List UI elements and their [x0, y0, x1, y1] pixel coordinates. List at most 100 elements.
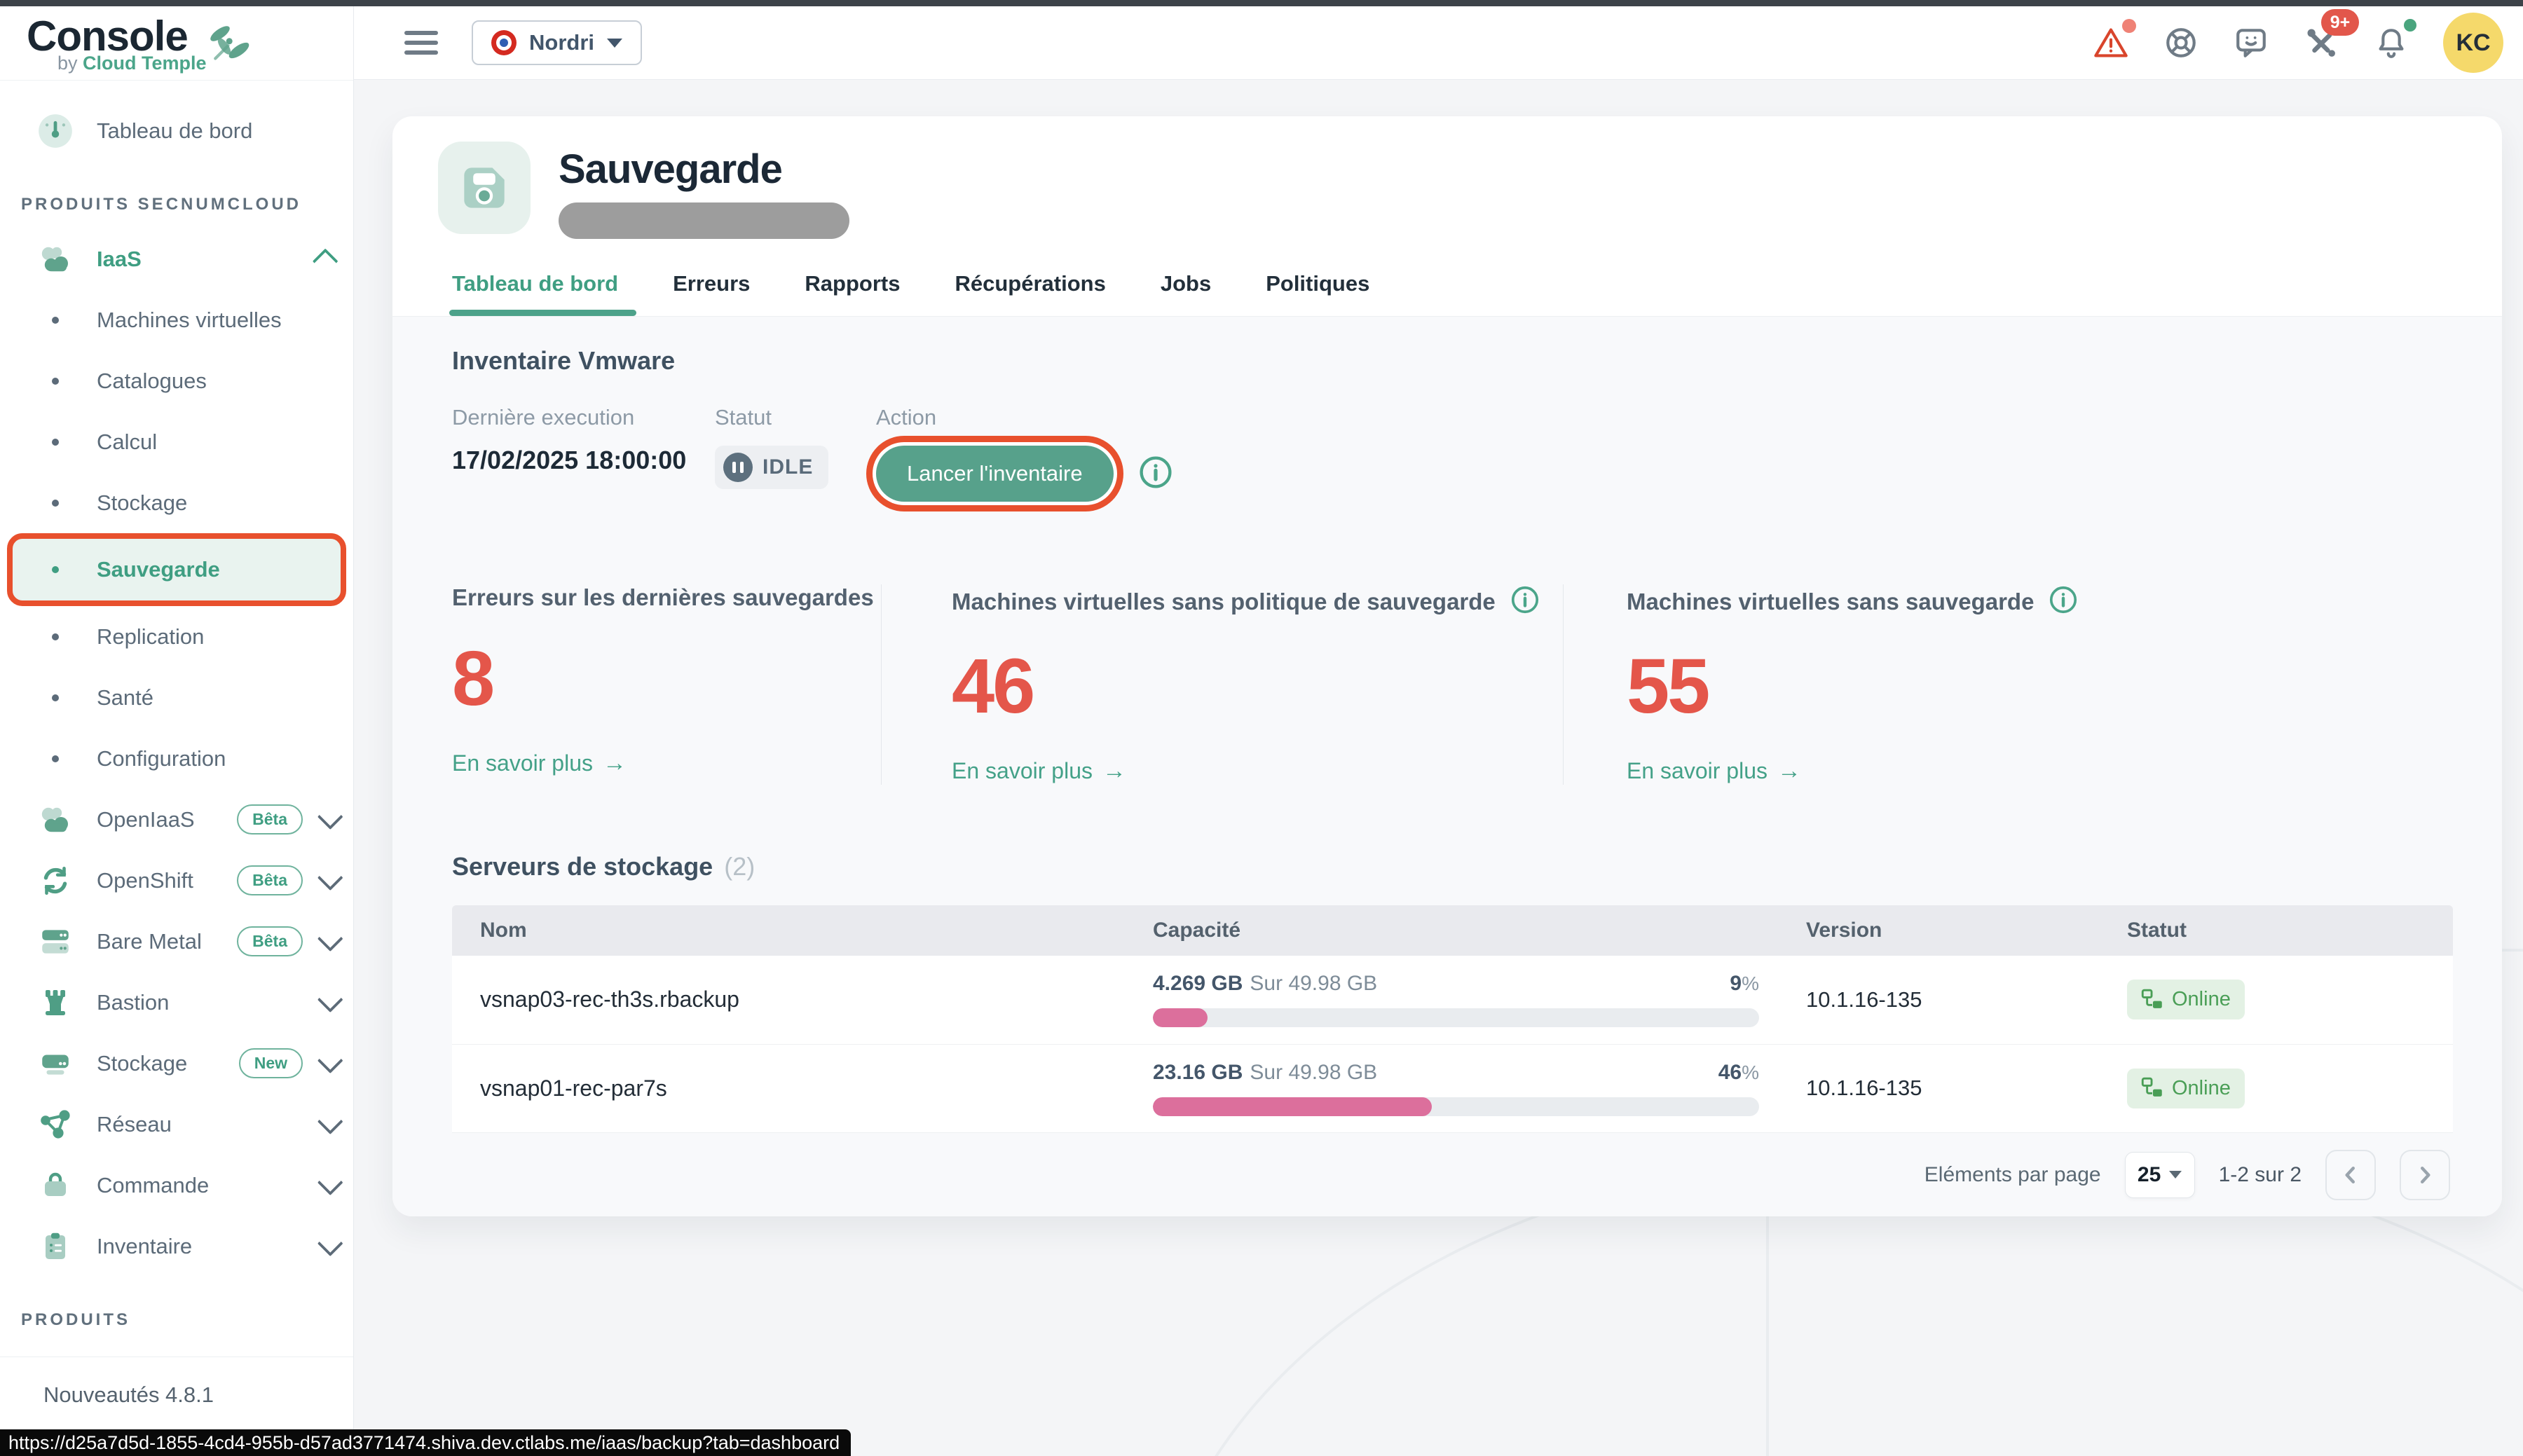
sidebar-item-stockage[interactable]: Stockage New	[7, 1033, 346, 1094]
learn-more-text: En savoir plus	[952, 758, 1093, 783]
logo-brand-text: Cloud Temple	[83, 53, 207, 74]
info-icon[interactable]	[1137, 454, 1174, 494]
feedback-icon[interactable]	[2233, 25, 2269, 61]
alerts-icon[interactable]	[2093, 19, 2136, 61]
storage-servers-title: Serveurs de stockage	[452, 852, 713, 881]
learn-more-link[interactable]: En savoir plus →	[1627, 757, 1801, 785]
new-badge: New	[238, 1048, 303, 1078]
sidebar-item-label: Bare Metal	[97, 928, 202, 954]
sidebar-item-replication[interactable]: Replication	[7, 606, 346, 667]
sidebar-item-commande[interactable]: Commande	[7, 1155, 346, 1216]
card-header: Sauvegarde	[392, 116, 2502, 239]
sidebar-item-inventaire[interactable]: Inventaire	[7, 1216, 346, 1277]
tab-recuperations[interactable]: Récupérations	[955, 271, 1106, 296]
learn-more-link[interactable]: En savoir plus →	[952, 757, 1126, 785]
network-status-icon	[2141, 989, 2162, 1008]
beta-badge: Bêta	[237, 926, 303, 956]
table-row[interactable]: vsnap01-rec-par7s 23.16 GB Sur 49.98 GB 4…	[452, 1044, 2453, 1133]
sidebar-item-configuration[interactable]: Configuration	[7, 728, 346, 789]
capacity-total: Sur 49.98 GB	[1250, 1060, 1378, 1084]
network-status-icon	[2141, 1077, 2162, 1097]
learn-more-link[interactable]: En savoir plus →	[452, 750, 627, 777]
sidebar-section-secnumcloud: PRODUITS SECNUMCLOUD	[21, 195, 302, 214]
arrow-right-icon: →	[602, 750, 627, 776]
table-row[interactable]: vsnap03-rec-th3s.rbackup 4.269 GB Sur 49.…	[452, 956, 2453, 1045]
status-badge: IDLE	[715, 446, 829, 489]
sidebar-item-label: OpenShift	[97, 867, 193, 893]
column-header-version: Version	[1806, 905, 2127, 956]
sidebar-item-sauvegarde[interactable]: Sauvegarde	[7, 533, 346, 606]
beta-badge: Bêta	[237, 804, 303, 835]
last-execution-label: Dernière execution	[452, 405, 635, 430]
stat-value: 8	[452, 636, 495, 722]
info-icon[interactable]	[2048, 584, 2079, 619]
sidebar-item-label: IaaS	[97, 246, 142, 271]
server-version: 10.1.16-135	[1806, 1076, 1922, 1100]
sidebar-item-dashboard[interactable]: Tableau de bord	[7, 100, 346, 161]
logo[interactable]: Console by Cloud Temple	[0, 6, 353, 81]
sidebar-item-label: Sauvegarde	[97, 557, 220, 582]
sidebar-item-openiaas[interactable]: OpenIaaS Bêta	[7, 789, 346, 850]
org-roundel-icon	[491, 30, 517, 55]
backup-card: Sauvegarde Tableau de bord Erreurs Rappo…	[392, 116, 2502, 1216]
capacity-total: Sur 49.98 GB	[1250, 972, 1378, 996]
sidebar-item-iaas[interactable]: IaaS	[7, 228, 346, 289]
sync-icon	[35, 863, 76, 898]
main-content: Sauvegarde Tableau de bord Erreurs Rappo…	[354, 80, 2523, 1456]
server-stack-icon	[35, 924, 76, 959]
sidebar-item-bastion[interactable]: Bastion	[7, 972, 346, 1033]
bullet-icon	[35, 316, 76, 324]
sidebar-section-produits: PRODUITS	[21, 1310, 131, 1329]
whats-new-link[interactable]: Nouveautés 4.8.1	[43, 1382, 214, 1407]
sidebar-item-reseau[interactable]: Réseau	[7, 1094, 346, 1155]
dashboard-panel: Inventaire Vmware Dernière execution 17/…	[392, 316, 2502, 1216]
sidebar: Console by Cloud Temple Tableau de bord …	[0, 6, 354, 1456]
info-icon[interactable]	[1510, 584, 1540, 619]
column-header-statut: Statut	[2127, 905, 2453, 956]
avatar[interactable]: KC	[2443, 13, 2503, 73]
chevron-down-icon	[317, 925, 343, 952]
capacity-cell: 23.16 GB Sur 49.98 GB 46%	[1153, 1061, 1759, 1116]
tab-jobs[interactable]: Jobs	[1160, 271, 1212, 296]
capacity-progressbar	[1153, 1008, 1759, 1028]
last-execution-value: 17/02/2025 18:00:00	[452, 446, 687, 474]
logo-by-text: by	[57, 53, 78, 74]
sidebar-item-catalogues[interactable]: Catalogues	[7, 350, 346, 411]
per-page-select[interactable]: 25	[2124, 1151, 2195, 1198]
stat-value: 46	[952, 643, 1035, 729]
tab-erreurs[interactable]: Erreurs	[673, 271, 751, 296]
sidebar-item-stockage-iaas[interactable]: Stockage	[7, 472, 346, 533]
support-icon[interactable]	[2163, 25, 2199, 61]
hamburger-menu-icon[interactable]	[404, 25, 438, 60]
tools-icon[interactable]: 9+	[2303, 9, 2359, 61]
bullet-icon	[35, 694, 76, 701]
sidebar-item-bare-metal[interactable]: Bare Metal Bêta	[7, 911, 346, 972]
sidebar-item-machines-virtuelles[interactable]: Machines virtuelles	[7, 289, 346, 350]
sidebar-item-sante[interactable]: Santé	[7, 667, 346, 728]
topbar: Nordri 9+ KC	[354, 6, 2523, 80]
bag-icon	[35, 1169, 76, 1202]
next-page-button[interactable]	[2400, 1149, 2450, 1200]
previous-page-button[interactable]	[2325, 1149, 2376, 1200]
caret-down-icon	[2169, 1171, 2182, 1179]
learn-more-text: En savoir plus	[1627, 758, 1768, 783]
sidebar-item-label: Configuration	[97, 746, 226, 771]
tab-politiques[interactable]: Politiques	[1266, 271, 1370, 296]
sidebar-item-label: Stockage	[97, 490, 188, 515]
floppy-disk-icon	[438, 142, 531, 234]
bullet-icon	[35, 438, 76, 446]
stat-vms-without-backup: Machines virtuelles sans sauvegarde 55 E…	[1563, 584, 2453, 785]
notifications-icon[interactable]	[2373, 19, 2416, 61]
launch-inventory-button[interactable]: Lancer l'inventaire	[876, 446, 1114, 502]
sidebar-item-calcul[interactable]: Calcul	[7, 411, 346, 472]
sidebar-item-openshift[interactable]: OpenShift Bêta	[7, 850, 346, 911]
online-status-badge: Online	[2127, 1068, 2245, 1108]
tab-tableau-de-bord[interactable]: Tableau de bord	[449, 271, 637, 316]
server-name: vsnap03-rec-th3s.rbackup	[480, 987, 739, 1012]
subtitle-skeleton	[559, 202, 849, 239]
tab-rapports[interactable]: Rapports	[805, 271, 901, 296]
organization-selector[interactable]: Nordri	[472, 20, 642, 65]
stat-errors: Erreurs sur les dernières sauvegardes 8 …	[452, 584, 881, 785]
pause-icon	[723, 453, 753, 482]
sidebar-item-label: Machines virtuelles	[97, 307, 282, 332]
